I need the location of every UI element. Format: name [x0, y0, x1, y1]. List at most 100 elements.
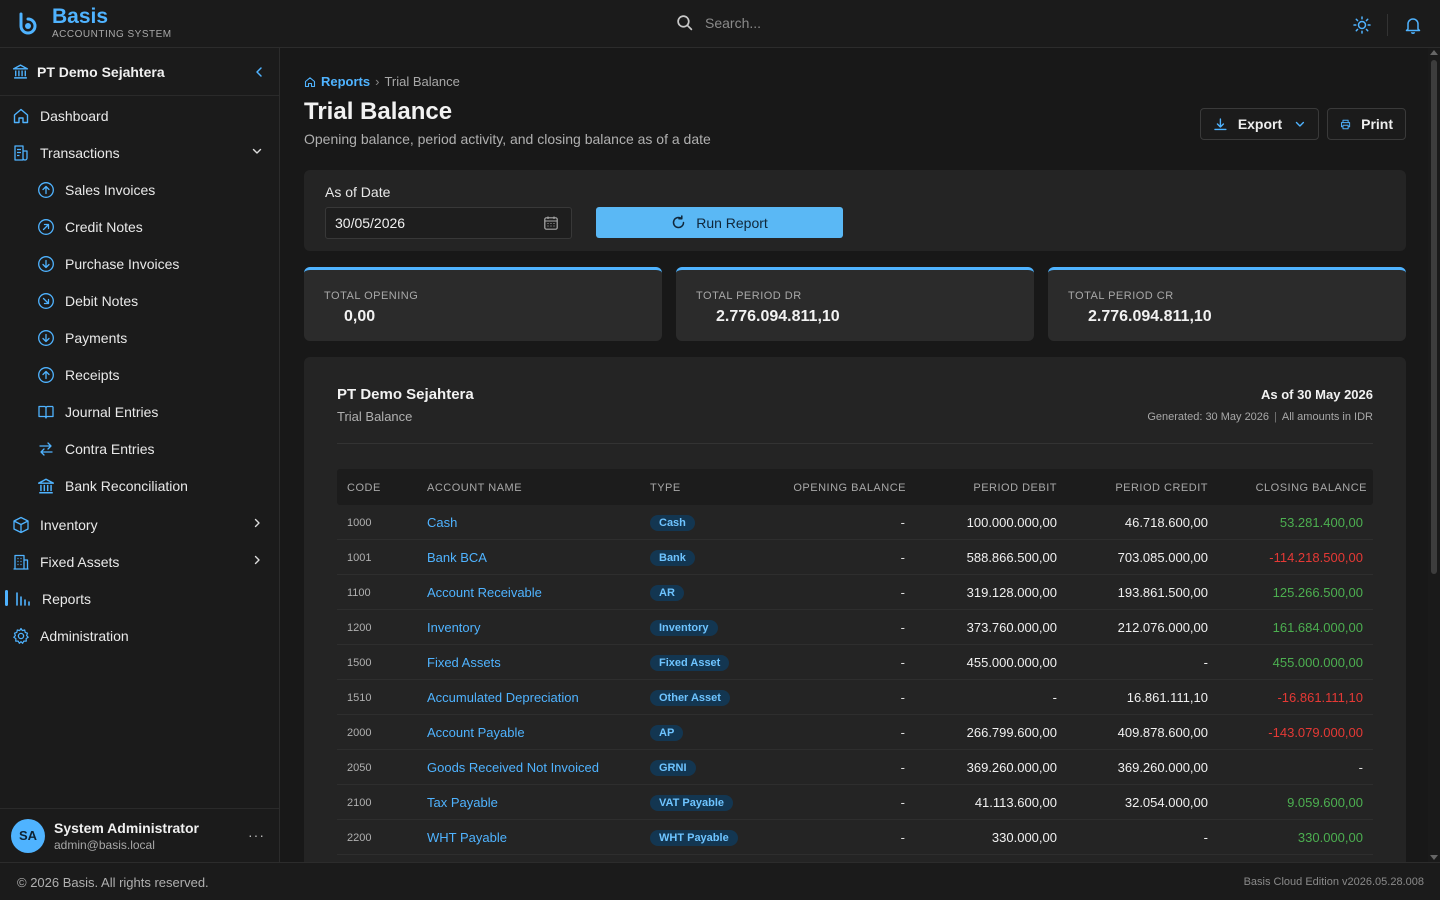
account-name-link[interactable]: Account Payable [427, 725, 525, 740]
period-credit: 32.054.000,00 [1124, 795, 1208, 810]
sidebar-item-label: Inventory [40, 516, 98, 533]
table-row[interactable]: 1510 Accumulated Depreciation Other Asset -… [337, 680, 1373, 715]
divider [1387, 14, 1388, 36]
table-row[interactable]: 2200 WHT Payable WHT Payable - 330.000,00 - 33… [337, 820, 1373, 855]
print-button[interactable]: Print [1327, 108, 1406, 140]
page-subtitle: Opening balance, period activity, and cl… [304, 131, 711, 147]
user-email: admin@basis.local [54, 837, 155, 852]
sidebar-item-administration[interactable]: Administration [0, 617, 279, 654]
arrow-down-right-circle-icon [38, 292, 54, 309]
report-company: PT Demo Sejahtera [337, 386, 474, 403]
version: Basis Cloud Edition v2026.05.28.008 [1243, 876, 1424, 888]
account-name-link[interactable]: Accumulated Depreciation [427, 690, 579, 705]
account-name-link[interactable]: Cash [427, 515, 458, 530]
account-code: 1500 [347, 657, 372, 669]
table-row[interactable]: 1000 Cash Cash - 100.000.000,00 46.718.600,00… [337, 505, 1373, 540]
sidebar-item-receipts[interactable]: Receipts [0, 356, 279, 393]
home-icon[interactable] [304, 76, 316, 88]
sidebar-item-label: Contra Entries [65, 440, 155, 457]
period-credit: 46.718.600,00 [1124, 515, 1208, 530]
table-row[interactable]: 2050 Goods Received Not Invoiced GRNI - 369.… [337, 750, 1373, 785]
closing-balance: -16.861.111,10 [1277, 690, 1363, 705]
as-of-date-input[interactable]: 30/05/2026 [325, 207, 572, 239]
account-name-link[interactable]: Tax Payable [427, 795, 498, 810]
scroll-up-arrow[interactable] [1430, 50, 1438, 55]
arrow-down-circle-icon [38, 329, 54, 346]
table-row[interactable]: 1001 Bank BCA Bank - 588.866.500,00 703.085.0… [337, 540, 1373, 575]
brand[interactable]: Basis ACCOUNTING SYSTEM [16, 6, 172, 40]
as-of-date-label: As of Date [325, 184, 391, 200]
scroll-thumb[interactable] [1431, 60, 1437, 574]
arrow-up-circle-icon [38, 366, 54, 383]
sidebar-item-journal-entries[interactable]: Journal Entries [0, 393, 279, 430]
stat-total-opening: TOTAL OPENING 0,00 [304, 267, 662, 341]
sidebar-item-transactions[interactable]: Transactions [0, 134, 279, 171]
swap-icon [39, 441, 53, 456]
account-code: 1200 [347, 622, 372, 634]
stat-value: 0,00 [344, 308, 376, 325]
account-name-link[interactable]: WHT Payable [427, 830, 507, 845]
separator: | [1274, 411, 1277, 423]
more-options-icon[interactable]: ··· [248, 827, 265, 843]
period-credit: 369.260.000,00 [1117, 760, 1208, 775]
account-type-badge: Other Asset [650, 690, 730, 706]
chevron-left-icon[interactable] [253, 66, 265, 78]
sun-icon[interactable] [1353, 16, 1371, 34]
sidebar-item-inventory[interactable]: Inventory [0, 506, 279, 543]
export-button[interactable]: Export [1200, 108, 1319, 140]
sidebar-item-credit-notes[interactable]: Credit Notes [0, 208, 279, 245]
breadcrumb-current: Trial Balance [384, 74, 460, 89]
sidebar-item-bank-reconciliation[interactable]: Bank Reconciliation [0, 467, 279, 504]
account-name-link[interactable]: Inventory [427, 620, 481, 635]
calendar-icon[interactable] [543, 215, 559, 231]
sidebar-item-fixed-assets[interactable]: Fixed Assets [0, 543, 279, 580]
printer-icon [1340, 119, 1351, 129]
scroll-down-arrow[interactable] [1430, 855, 1438, 860]
avatar: SA [11, 818, 45, 853]
sidebar-item-purchase-invoices[interactable]: Purchase Invoices [0, 245, 279, 282]
refresh-icon [672, 215, 685, 229]
breadcrumb: Reports › Trial Balance [304, 74, 460, 89]
report-generated: Generated: 30 May 2026 | All amounts in ID… [1147, 411, 1373, 423]
account-type-badge: Fixed Asset [650, 655, 730, 671]
user-name: System Administrator [54, 819, 199, 836]
period-credit: 703.085.000,00 [1117, 550, 1208, 565]
sidebar-item-contra-entries[interactable]: Contra Entries [0, 430, 279, 467]
breadcrumb-reports-link[interactable]: Reports [321, 74, 371, 89]
company-switcher[interactable]: PT Demo Sejahtera [0, 48, 279, 96]
sidebar-item-sales-invoices[interactable]: Sales Invoices [0, 171, 279, 208]
account-name-link[interactable]: Account Receivable [427, 585, 542, 600]
search-bar[interactable]: Search... [676, 14, 761, 31]
app-name: Basis [52, 5, 109, 28]
period-credit: 193.861.500,00 [1117, 585, 1208, 600]
bell-icon[interactable] [1404, 16, 1422, 34]
account-name-link[interactable]: Bank BCA [427, 550, 487, 565]
account-name-link[interactable]: Goods Received Not Invoiced [427, 760, 599, 775]
book-icon [38, 405, 54, 419]
account-name-link[interactable]: Fixed Assets [427, 655, 501, 670]
sidebar-item-reports[interactable]: Reports [0, 580, 279, 617]
period-credit: 16.861.111,10 [1126, 690, 1208, 705]
run-report-label: Run Report [696, 214, 768, 231]
sidebar-item-payments[interactable]: Payments [0, 319, 279, 356]
search-icon [677, 15, 693, 31]
closing-balance: 330.000,00 [1297, 830, 1363, 845]
table-row[interactable]: 1500 Fixed Assets Fixed Asset - 455.000.000,… [337, 645, 1373, 680]
gear-icon [13, 627, 29, 644]
stat-total-period-cr: TOTAL PERIOD CR 2.776.094.811,10 [1048, 267, 1406, 341]
table-row[interactable]: 1100 Account Receivable AR - 319.128.000,00 1… [337, 575, 1373, 610]
table-row[interactable]: 2000 Account Payable AP - 266.799.600,00 409.… [337, 715, 1373, 750]
sidebar-item-debit-notes[interactable]: Debit Notes [0, 282, 279, 319]
table-row[interactable]: 1200 Inventory Inventory - 373.760.000,00 212… [337, 610, 1373, 645]
search-input[interactable]: Search... [705, 14, 762, 31]
sidebar-item-dashboard[interactable]: Dashboard [0, 97, 279, 134]
run-report-button[interactable]: Run Report [596, 207, 843, 238]
user-profile[interactable]: SA System Administrator admin@basis.loca… [0, 808, 279, 862]
closing-balance: 455.000.000,00 [1272, 655, 1363, 670]
account-type-badge: Bank [650, 550, 695, 566]
basis-logo-icon [19, 12, 37, 35]
period-debit: 369.260.000,00 [966, 760, 1057, 775]
scrollbar[interactable] [1428, 48, 1440, 862]
table-row[interactable]: 2100 Tax Payable VAT Payable - 41.113.600,00… [337, 785, 1373, 820]
page-title: Trial Balance [304, 98, 453, 125]
